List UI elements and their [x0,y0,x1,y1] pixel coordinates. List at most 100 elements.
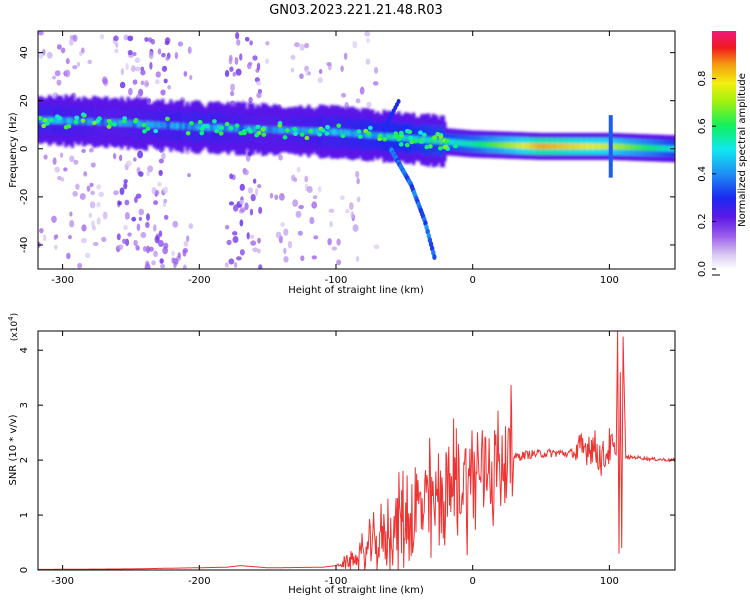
x-tick-label: -300 [51,275,74,286]
band-knot [418,130,423,135]
noise-blob [293,177,298,182]
noise-blob [102,211,108,220]
noise-blob [96,201,101,208]
noise-blob [249,40,253,46]
band-knot [443,144,449,149]
spectrogram-frame [37,30,676,270]
noise-blob [304,175,309,183]
noise-blob [125,160,132,167]
noise-blob [118,154,123,161]
band-knot [189,120,194,126]
noise-blob [138,208,145,216]
noise-blob [83,171,88,177]
snr-y-axis-label: SNR (10 * v/v) [8,414,19,485]
noise-blob [54,234,59,239]
noise-blob [235,32,240,40]
noise-blob [283,228,289,236]
noise-blob [86,185,91,192]
noise-blob [90,190,95,196]
noise-blob [89,182,94,188]
noise-blob [290,54,296,60]
noise-blob [297,230,303,236]
noise-blob [123,34,129,41]
band-knot [292,131,298,136]
colorbar-tick-label: 0.4 [697,166,708,182]
noise-blob [161,152,166,160]
noise-blob [69,38,74,46]
noise-blob [239,183,245,191]
noise-blob [140,80,145,86]
noise-blob [122,238,127,244]
band-knot [396,136,402,142]
noise-blob [352,40,358,49]
noise-blob [256,80,262,86]
noise-blob [38,31,44,36]
band-knot [404,142,410,148]
band-knot [340,133,346,139]
noise-blob [224,262,229,268]
noise-blob [189,75,193,80]
noise-blob [255,188,259,196]
noise-blob [345,208,350,214]
noise-blob [57,175,62,181]
snr-y-multiplier: (x104) [7,313,20,341]
noise-blob [123,224,128,231]
band-knot [421,132,427,138]
noise-blob [248,96,253,104]
colorbar-tick-label: 0.8 [697,71,708,87]
noise-blob [275,231,282,239]
noise-blob [290,67,295,73]
noise-blob [42,234,47,242]
noise-blob [127,35,134,42]
snr-plot-area [38,331,675,570]
noise-blob [258,264,263,269]
noise-blob [350,211,355,219]
band-knot [241,130,247,136]
noise-blob [172,220,179,228]
noise-blob [66,252,71,260]
band-knot [432,135,438,140]
noise-blob [356,196,361,203]
noise-blob [336,238,341,246]
noise-blob [187,173,191,178]
noise-blob [72,65,78,70]
snr-y-multiplier-base: (x10 [10,321,20,342]
y-tick-label: -40 [19,237,30,253]
noise-blob [69,211,73,217]
noise-blob [299,73,304,80]
noise-blob [229,173,234,180]
x-tick-label: -200 [188,275,211,286]
band-knot [219,125,225,131]
noise-blob [155,79,160,85]
band-knot [404,128,410,134]
noise-blob [280,222,285,227]
band-knot [199,130,205,136]
noise-blob [225,224,230,230]
band-knot [142,129,147,134]
band-knot [201,124,207,129]
noise-blob [317,186,322,193]
noise-blob [243,169,249,176]
noise-blob [313,235,319,240]
noise-blob [67,234,72,240]
noise-blob [257,184,262,189]
noise-blob [142,246,147,252]
noise-blob [163,78,168,84]
noise-blob [355,256,360,262]
x-tick-label: 0 [470,275,476,286]
band-knot [260,127,266,132]
y-tick-label: 3 [19,402,30,408]
spectrogram-plot-area [38,31,675,269]
noise-blob [136,223,141,232]
y-tick-label: 4 [19,347,30,353]
noise-blob [372,81,379,86]
noise-blob [160,89,166,96]
band-knot [419,139,425,144]
noise-blob [119,81,126,89]
noise-blob [269,192,274,199]
noise-blob [236,39,241,46]
noise-blob [54,166,60,173]
band-knot [292,126,298,132]
noise-blob [119,187,125,195]
